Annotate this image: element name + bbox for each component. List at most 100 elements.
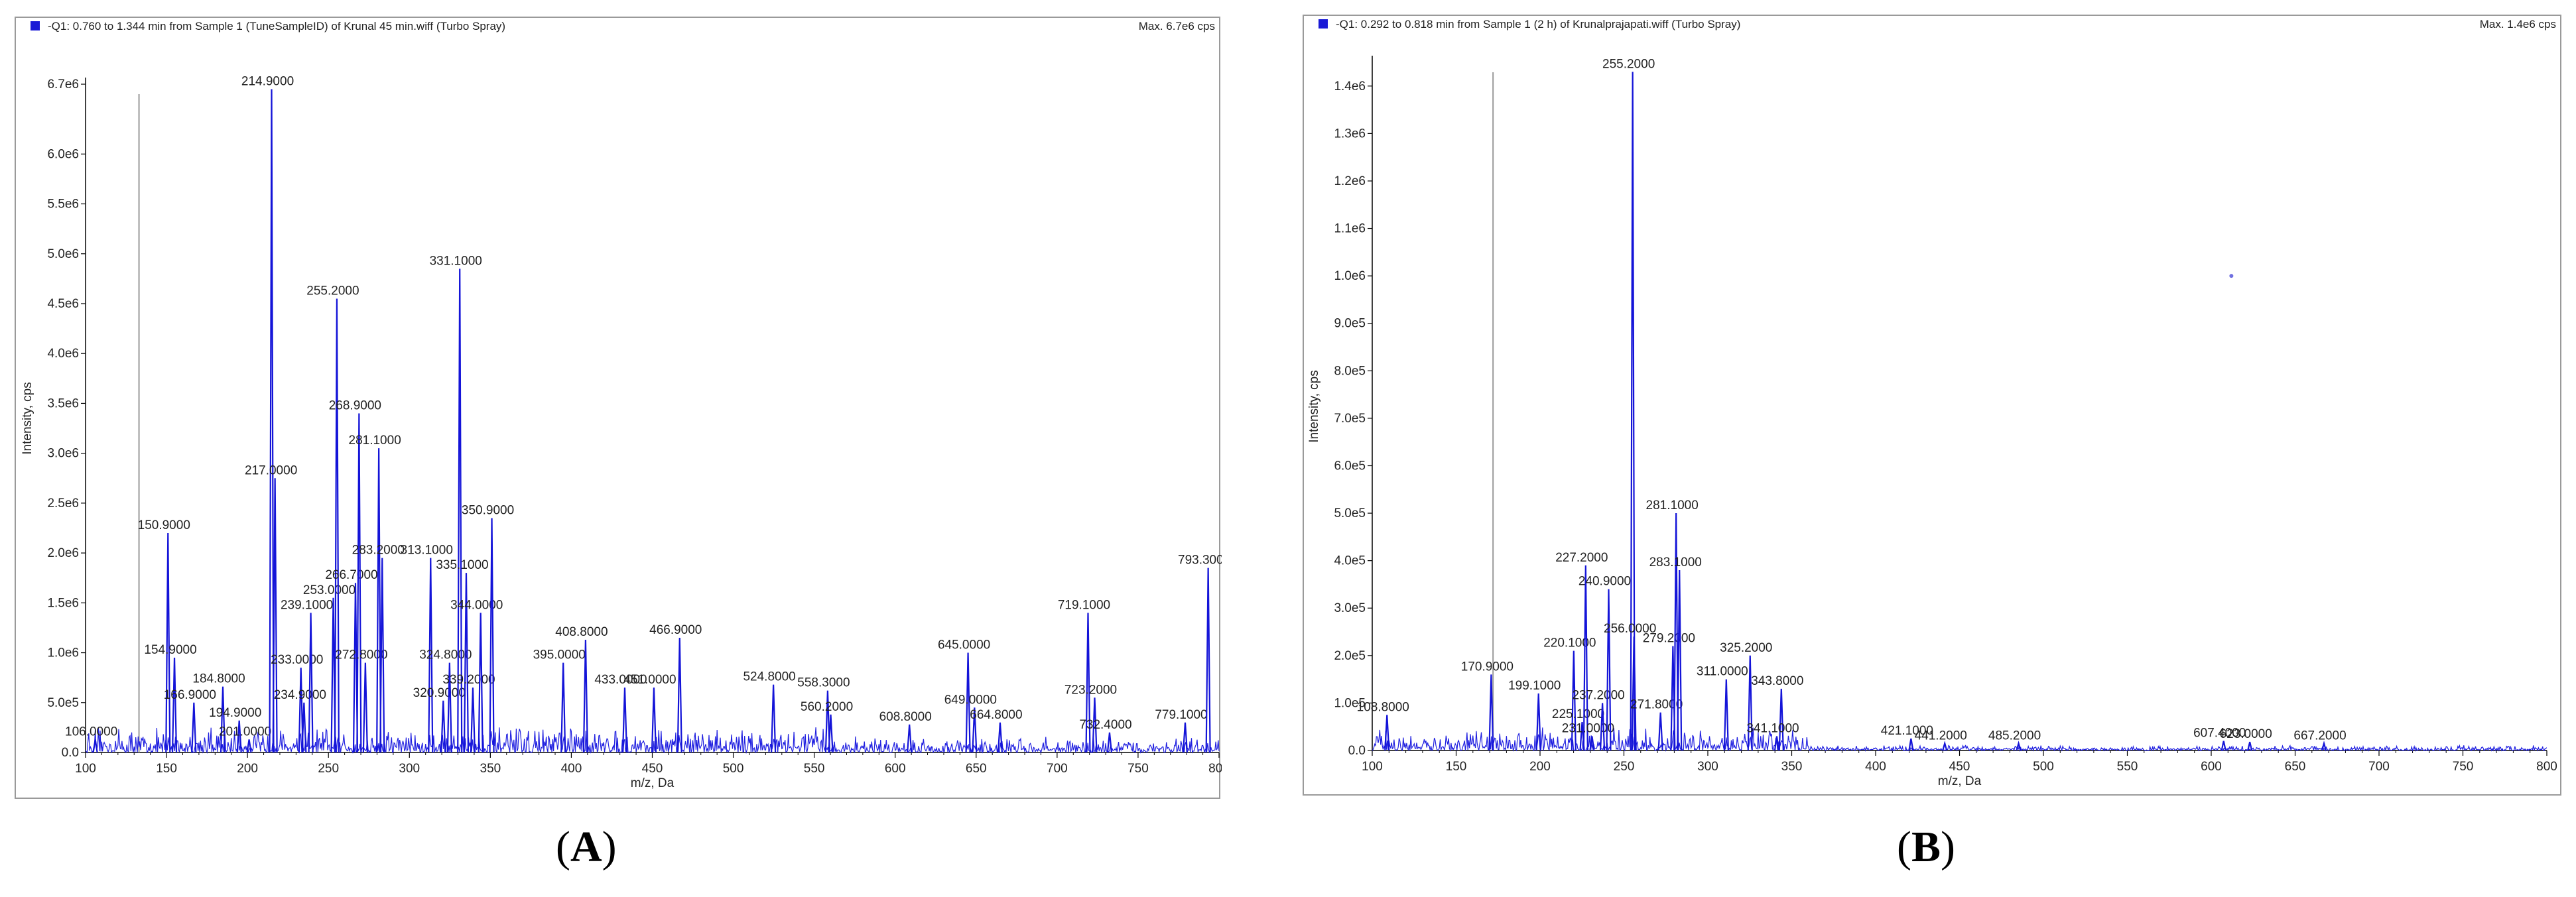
spectrum-peak	[1384, 715, 1390, 751]
x-tick-label: 400	[1865, 760, 1886, 774]
spectrum-peak	[1747, 655, 1753, 751]
spectrum-peak	[376, 448, 382, 753]
peak-label: 779.1000	[1155, 708, 1207, 722]
spectrum-peak	[828, 714, 834, 753]
spectrum-peak	[1106, 732, 1113, 753]
peak-label: 466.9000	[649, 623, 702, 637]
spectrum-peak	[1085, 613, 1091, 753]
peak-label: 266.7000	[325, 568, 377, 582]
y-tick-label: 0.0	[62, 746, 79, 760]
peak-label: 608.8000	[879, 710, 932, 724]
peak-label: 451.0000	[623, 673, 676, 687]
max-intensity-label: Max. 6.7e6 cps	[1139, 20, 1215, 32]
spectrum-peak	[2221, 741, 2226, 751]
y-tick-label: 5.0e6	[47, 247, 79, 261]
peak-label: 558.3000	[797, 676, 850, 690]
y-tick-label: 3.0e6	[47, 447, 79, 461]
y-tick-label: 2.0e6	[47, 546, 79, 560]
spectrum-panel-a: -Q1: 0.760 to 1.344 min from Sample 1 (T…	[15, 17, 1222, 799]
y-tick-label: 1.2e6	[1334, 174, 1366, 188]
peak-label: 667.2000	[2293, 729, 2346, 743]
stray-data-point	[2229, 274, 2234, 278]
chart-title: -Q1: 0.292 to 0.818 min from Sample 1 (2…	[1336, 18, 1740, 30]
y-tick-label: 2.0e5	[1334, 649, 1366, 663]
peak-label: 335.1000	[436, 558, 488, 572]
legend-swatch	[1319, 19, 1328, 29]
spectrum-peak	[334, 298, 340, 753]
x-tick-label: 500	[2033, 760, 2054, 774]
peak-label: 341.1000	[1746, 722, 1799, 736]
spectrum-peak	[272, 478, 278, 753]
peak-label: 106.0000	[65, 725, 117, 739]
y-tick-label: 7.0e5	[1334, 412, 1366, 426]
y-tick-label: 5.0e5	[47, 696, 79, 710]
peak-label: 256.0000	[1604, 622, 1656, 636]
peak-label: 233.0000	[271, 653, 323, 667]
spectrum-peak	[269, 89, 275, 753]
y-tick-label: 1.5e6	[47, 596, 79, 610]
x-tick-label: 200	[237, 762, 258, 776]
spectrum-peak	[1908, 738, 1914, 751]
peak-label: 324.8000	[419, 648, 472, 662]
spectrum-peak	[972, 707, 978, 753]
peak-label: 433.0000	[594, 673, 647, 687]
spectrum-peak	[298, 668, 304, 753]
peak-label: 184.8000	[192, 672, 245, 686]
spectrum-peak	[824, 690, 831, 753]
peak-label: 255.2000	[306, 284, 359, 298]
spectrum-peak	[463, 573, 470, 753]
y-tick-label: 3.0e5	[1334, 601, 1366, 615]
spectrum-peak	[2247, 741, 2253, 751]
peak-label: 283.1000	[1649, 556, 1702, 569]
x-tick-label: 650	[966, 762, 987, 776]
peak-label: 719.1000	[1058, 598, 1110, 612]
x-tick-label: 400	[561, 762, 582, 776]
peak-label: 150.9000	[138, 518, 190, 532]
figure-caption-b: (B)	[1897, 823, 1955, 871]
x-tick-label: 750	[2453, 760, 2474, 774]
spectrum-peak	[651, 688, 657, 753]
peak-label: 607.4000	[2193, 727, 2246, 741]
peak-label: 350.9000	[462, 503, 514, 517]
peak-label: 320.9000	[413, 686, 466, 700]
spectrum-peak	[1092, 697, 1098, 753]
peak-label: 217.0000	[245, 463, 297, 477]
spectrum-peak	[308, 613, 314, 753]
peak-label: 194.9000	[209, 706, 261, 720]
x-tick-label: 600	[2201, 760, 2222, 774]
peak-label: 331.1000	[430, 254, 482, 268]
peak-label: 255.2000	[1602, 57, 1655, 71]
x-tick-label: 350	[480, 762, 501, 776]
spectrum-peak	[446, 662, 452, 753]
spectrum-peak	[1589, 736, 1595, 751]
x-tick-label: 150	[1446, 760, 1467, 774]
peak-label: 408.8000	[555, 625, 608, 639]
spectrum-peak	[1657, 712, 1663, 751]
peak-label: 664.8000	[970, 708, 1022, 722]
max-intensity-label: Max. 1.4e6 cps	[2480, 18, 2556, 30]
spectrum-peak	[1723, 679, 1729, 751]
peak-label: 281.1000	[349, 434, 401, 448]
spectrum-peak	[582, 639, 589, 753]
spectrum-peak	[771, 684, 777, 753]
spectrum-peak	[246, 739, 252, 753]
x-tick-label: 650	[2285, 760, 2306, 774]
spectrum-peak	[1488, 674, 1494, 751]
x-tick-label: 550	[2117, 760, 2138, 774]
y-tick-label: 4.5e6	[47, 297, 79, 311]
x-tick-label: 300	[399, 762, 420, 776]
y-tick-label: 6.0e6	[47, 147, 79, 161]
x-tick-label: 450	[1949, 760, 1970, 774]
spectrum-peak	[1778, 688, 1784, 751]
peak-label: 395.0000	[533, 648, 586, 662]
spectrum-peak	[171, 658, 178, 753]
spectrum-peak	[1600, 703, 1606, 751]
peak-label: 227.2000	[1555, 551, 1608, 565]
y-tick-label: 3.5e6	[47, 396, 79, 410]
mass-spectrum-chart-a: -Q1: 0.760 to 1.344 min from Sample 1 (T…	[21, 20, 1222, 790]
peak-label: 199.1000	[1508, 679, 1561, 693]
y-tick-label: 1.3e6	[1334, 127, 1366, 141]
y-tick-label: 1.0e6	[47, 646, 79, 660]
peak-label: 793.3000	[1178, 554, 1222, 568]
peak-label: 524.8000	[743, 670, 795, 684]
